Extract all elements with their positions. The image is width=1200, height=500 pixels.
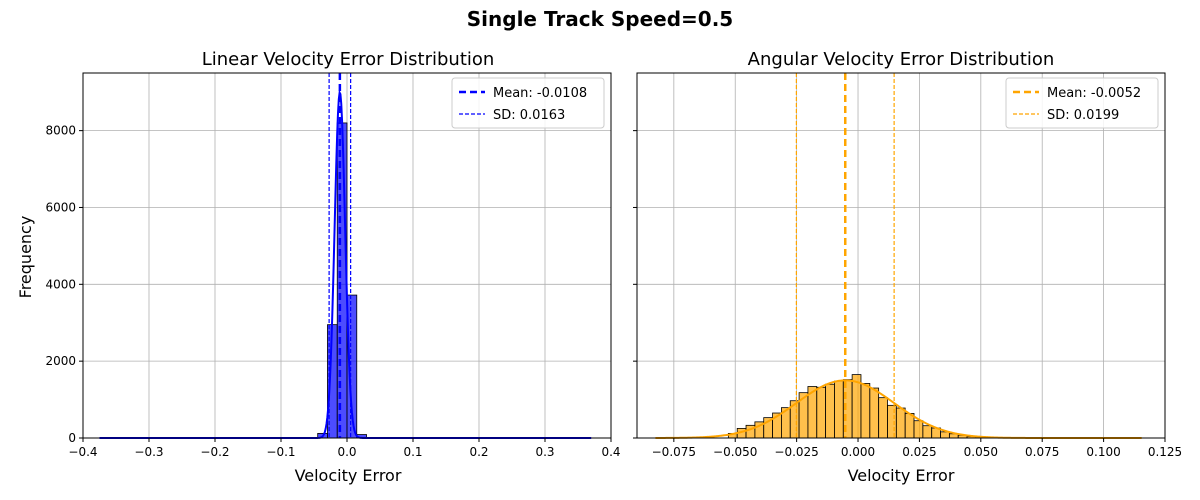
x-tick-label: 0.4 — [601, 445, 620, 459]
histogram-bar — [816, 386, 827, 439]
angular-velocity-panel: Angular Velocity Error Distribution Velo… — [633, 49, 1182, 485]
x-tick-label: −0.3 — [134, 445, 163, 459]
histogram-bar — [904, 413, 915, 439]
x-tick-label: 0.100 — [1086, 445, 1120, 459]
histogram-bar — [913, 420, 924, 439]
histogram-bar — [895, 407, 906, 439]
legend-sd-label: SD: 0.0199 — [1047, 108, 1119, 123]
x-tick-label: 0.0 — [337, 445, 356, 459]
x-tick-label: −0.4 — [68, 445, 97, 459]
x-tick-label: −0.1 — [266, 445, 295, 459]
y-tick-label: 2000 — [45, 354, 76, 368]
legend-mean-label: Mean: -0.0108 — [493, 86, 587, 101]
histogram-bar — [878, 397, 888, 439]
x-axis-label: Velocity Error — [848, 466, 955, 485]
x-tick-label: 0.025 — [902, 445, 936, 459]
x-tick-label: −0.050 — [713, 445, 757, 459]
figure-title: Single Track Speed=0.5 — [467, 7, 733, 31]
x-axis-label: Velocity Error — [295, 466, 402, 485]
histogram-bar — [940, 431, 950, 439]
legend-box — [451, 77, 605, 129]
x-tick-label: 0.000 — [841, 445, 875, 459]
histogram-bar — [825, 383, 835, 439]
histogram-bar — [834, 380, 844, 439]
x-tick-label: 0.075 — [1025, 445, 1059, 459]
y-tick-label: 8000 — [45, 124, 76, 138]
histogram-bar — [869, 387, 880, 439]
x-tick-label: 0.3 — [535, 445, 554, 459]
x-tick-label: 0.2 — [469, 445, 488, 459]
histogram-bar — [887, 404, 897, 439]
x-tick-label: 0.125 — [1148, 445, 1182, 459]
y-tick-label: 4000 — [45, 277, 76, 291]
x-tick-label: −0.025 — [774, 445, 818, 459]
x-tick-label: −0.075 — [652, 445, 696, 459]
plot-area — [637, 73, 1165, 438]
histogram-bar — [860, 383, 871, 439]
chart-title: Linear Velocity Error Distribution — [202, 49, 495, 70]
legend: Mean: -0.0052 SD: 0.0199 — [1005, 77, 1159, 129]
plot-frame — [636, 72, 1166, 439]
x-tick-label: 0.050 — [964, 445, 998, 459]
y-tick-label: 6000 — [45, 200, 76, 214]
legend-sd-label: SD: 0.0163 — [493, 108, 565, 123]
x-tick-label: −0.2 — [200, 445, 229, 459]
x-tick-label: 0.1 — [403, 445, 422, 459]
histogram-bar — [851, 374, 862, 439]
y-axis-label: Frequency — [16, 216, 35, 299]
y-tick-label: 0 — [68, 431, 76, 445]
legend-mean-label: Mean: -0.0052 — [1047, 86, 1141, 101]
legend: Mean: -0.0108 SD: 0.0163 — [451, 77, 605, 129]
legend-box — [1005, 77, 1159, 129]
chart-title: Angular Velocity Error Distribution — [748, 49, 1055, 70]
histogram-bar — [922, 425, 933, 439]
linear-velocity-panel: Linear Velocity Error Distribution Frequ… — [16, 49, 621, 485]
